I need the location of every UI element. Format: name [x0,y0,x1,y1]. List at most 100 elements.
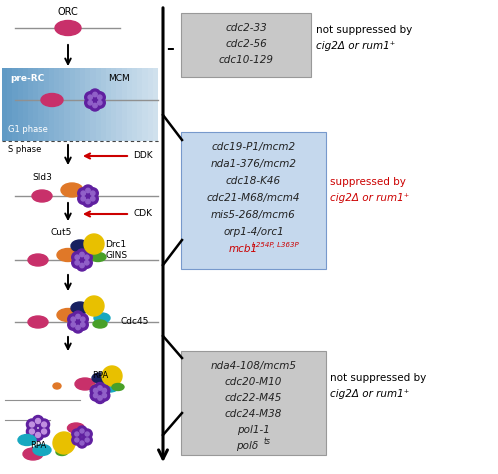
Bar [153,68,158,141]
Bar [122,68,127,141]
Circle shape [94,92,105,103]
Circle shape [87,188,98,199]
Bar [147,68,153,141]
Circle shape [85,438,89,442]
Circle shape [75,255,80,259]
Text: cdc24-M38: cdc24-M38 [225,409,282,419]
Text: polδ: polδ [237,441,258,451]
Bar [49,68,54,141]
Bar [132,68,137,141]
Circle shape [81,197,86,201]
Text: not suppressed by: not suppressed by [330,373,426,383]
Text: nda1-376/mcm2: nda1-376/mcm2 [211,159,296,169]
Text: RPA: RPA [30,440,46,449]
Ellipse shape [28,254,48,266]
Circle shape [86,188,90,193]
Circle shape [98,396,102,400]
Circle shape [75,432,79,436]
Circle shape [78,188,89,199]
Ellipse shape [92,373,108,383]
Circle shape [72,257,83,268]
Circle shape [75,261,80,265]
Circle shape [88,100,93,105]
Text: –: – [166,40,174,55]
Ellipse shape [75,378,95,390]
Bar [44,68,49,141]
Ellipse shape [68,423,85,433]
Text: cdc2-33: cdc2-33 [225,23,267,33]
Text: not suppressed by: not suppressed by [316,25,412,35]
Circle shape [90,385,101,396]
Ellipse shape [18,435,36,446]
Bar [75,68,80,141]
Ellipse shape [23,448,43,460]
Circle shape [76,325,80,330]
Circle shape [76,314,80,319]
Circle shape [32,429,43,440]
Text: mcb1: mcb1 [229,244,258,254]
Circle shape [72,429,82,439]
Bar [54,68,59,141]
Circle shape [41,422,46,427]
Text: Cdc45: Cdc45 [120,318,148,327]
Circle shape [38,426,50,437]
Ellipse shape [91,384,101,392]
Text: cdc22-M45: cdc22-M45 [225,393,282,403]
Circle shape [98,95,102,100]
Circle shape [53,432,75,454]
Circle shape [71,322,75,327]
Ellipse shape [32,190,52,202]
Text: mis5-268/mcm6: mis5-268/mcm6 [211,210,296,220]
Text: S phase: S phase [8,146,41,155]
Ellipse shape [33,445,51,456]
Text: cdc19-P1/mcm2: cdc19-P1/mcm2 [212,142,295,152]
Circle shape [99,385,110,396]
Ellipse shape [53,383,61,389]
Text: CDK: CDK [133,210,152,219]
Bar [127,68,132,141]
Circle shape [85,432,89,436]
Bar [137,68,142,141]
Circle shape [83,185,94,196]
Circle shape [80,429,84,433]
Circle shape [72,252,83,263]
Circle shape [35,419,40,423]
Circle shape [32,416,43,427]
Circle shape [77,249,88,260]
Circle shape [68,319,79,330]
Circle shape [82,429,92,439]
Text: ORC: ORC [58,7,78,17]
Circle shape [85,261,89,265]
Text: RPA: RPA [92,372,108,381]
Text: Sld3: Sld3 [32,173,52,182]
Circle shape [29,429,34,434]
Circle shape [26,419,37,430]
Circle shape [99,390,110,401]
Ellipse shape [93,320,107,328]
Circle shape [81,252,92,263]
Bar [23,68,28,141]
Circle shape [93,103,97,108]
FancyBboxPatch shape [181,351,326,455]
Ellipse shape [71,240,89,252]
Ellipse shape [57,248,79,262]
Bar [28,68,33,141]
Text: nda4-108/mcm5: nda4-108/mcm5 [211,361,296,371]
Circle shape [83,196,94,207]
Circle shape [71,317,75,321]
Circle shape [94,393,98,398]
Bar [80,68,85,141]
Text: cig2Δ or rum1⁺: cig2Δ or rum1⁺ [330,389,409,399]
Bar [91,68,96,141]
Text: ts: ts [264,438,271,447]
Bar [117,68,122,141]
Text: G1 phase: G1 phase [8,126,48,135]
Circle shape [84,296,104,316]
Circle shape [102,388,107,392]
Bar [106,68,111,141]
FancyBboxPatch shape [181,13,311,77]
Text: Cut5: Cut5 [50,228,71,237]
Circle shape [94,388,98,392]
Circle shape [102,393,107,398]
Circle shape [77,314,88,325]
